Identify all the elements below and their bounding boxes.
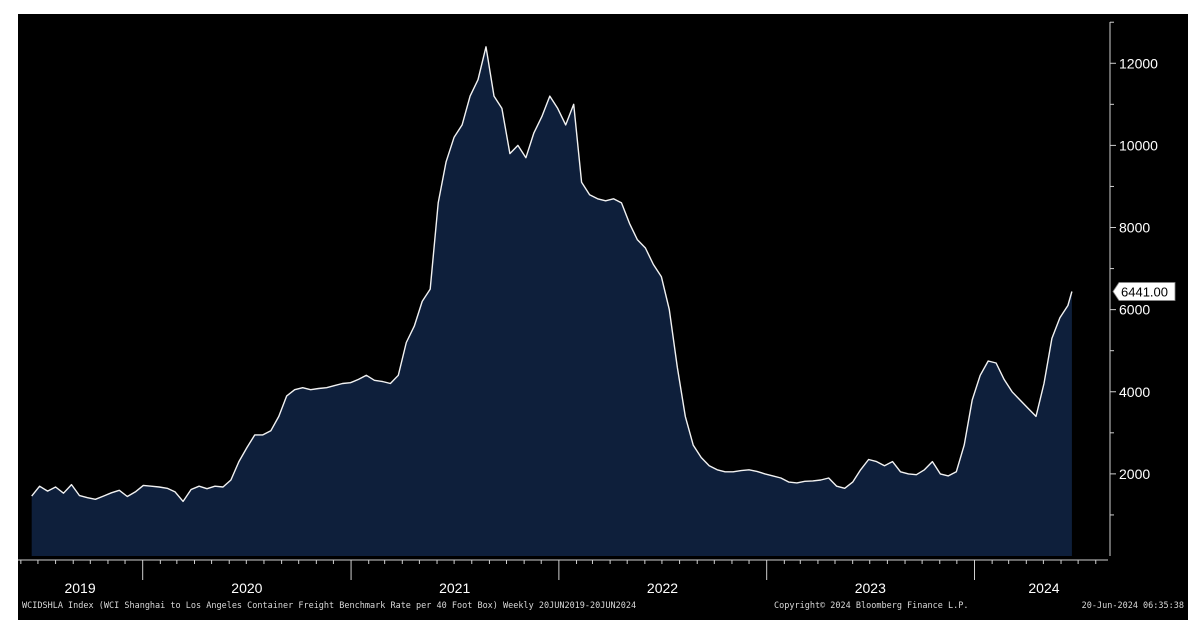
x-tick-label: 2019 xyxy=(64,580,95,596)
y-tick-label: 6000 xyxy=(1119,302,1150,318)
last-value-label: 6441.00 xyxy=(1121,285,1168,300)
footer-timestamp: 20-Jun-2024 06:35:38 xyxy=(1081,601,1184,611)
footer-index-description: WCIDSHLA Index (WCI Shanghai to Los Ange… xyxy=(22,601,637,611)
y-tick-label: 2000 xyxy=(1119,466,1150,482)
y-tick-label: 12000 xyxy=(1119,55,1158,71)
series-area-fill xyxy=(31,46,1072,557)
y-tick-label: 10000 xyxy=(1119,137,1158,153)
chart-svg: 2000 4000 6000 8000 10000 12000 2019 2020 2021 20… xyxy=(18,21,1176,596)
chart-panel: 2000 4000 6000 8000 10000 12000 2019 2020 2021 20… xyxy=(18,14,1188,620)
x-tick-label: 2020 xyxy=(231,580,262,596)
y-tick-label: 4000 xyxy=(1119,384,1150,400)
x-tick-label: 2021 xyxy=(439,580,470,596)
x-tick-label: 2024 xyxy=(1028,580,1059,596)
series-line xyxy=(31,46,1073,503)
last-value-badge xyxy=(1112,282,1176,301)
x-tick-label: 2022 xyxy=(647,580,678,596)
footer-copyright: Copyright© 2024 Bloomberg Finance L.P. xyxy=(774,601,969,611)
y-tick-label: 8000 xyxy=(1119,220,1150,236)
x-tick-label: 2023 xyxy=(855,580,886,596)
